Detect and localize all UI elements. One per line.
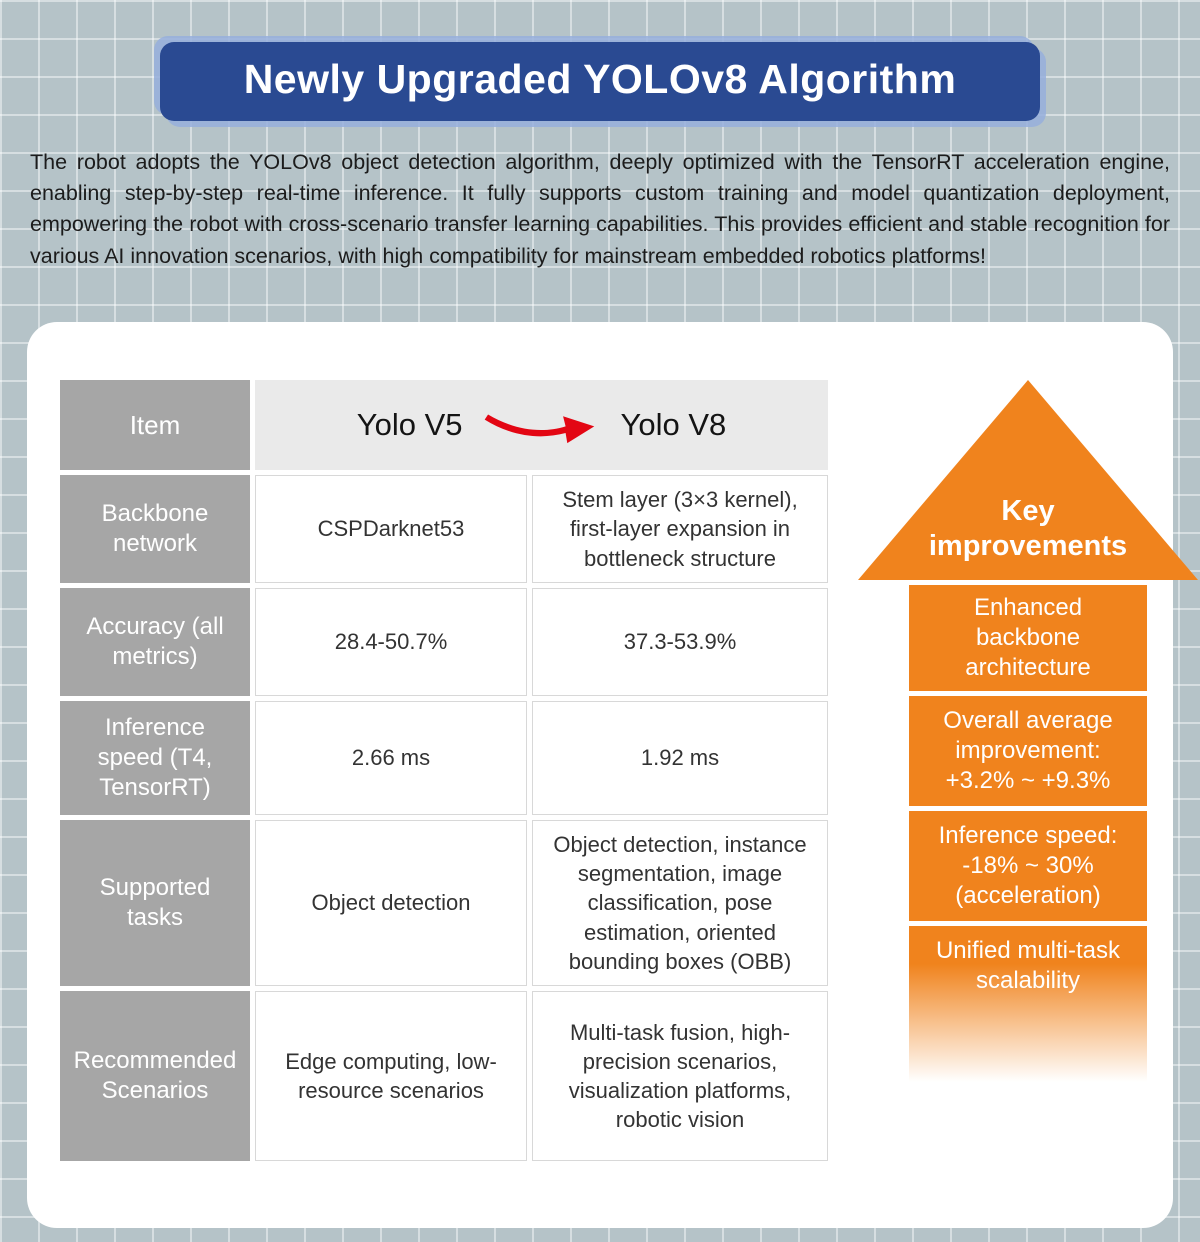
improvement-text: Inference speed: -18% ~ 30% (acceleratio… <box>938 822 1118 909</box>
arrow-head-icon: Key improvements <box>858 380 1198 580</box>
row-scenarios-v8: Multi-task fusion, high-precision scenar… <box>532 991 828 1161</box>
improvement-section-average: Overall average improvement: +3.2% ~ +9.… <box>909 696 1147 806</box>
improvement-section-multitask: Unified multi-task scalability <box>909 926 1147 1116</box>
comparison-table: Item Yolo V5 Yolo V8 Backbone network CS… <box>60 380 828 1161</box>
row-backbone-v5: CSPDarknet53 <box>255 475 527 583</box>
improvement-text: Overall average improvement: +3.2% ~ +9.… <box>943 707 1113 794</box>
table-header-item: Item <box>60 380 250 470</box>
upgrade-arrow-icon <box>484 414 594 444</box>
key-improvements-title: Key improvements <box>928 495 1128 563</box>
row-scenarios-v5: Edge computing, low-resource scenarios <box>255 991 527 1161</box>
row-inference-v8: 1.92 ms <box>532 701 828 815</box>
yolo-v5-header: Yolo V5 <box>356 407 463 442</box>
yolo-v8-header: Yolo V8 <box>620 407 727 442</box>
row-tasks-v5: Object detection <box>255 820 527 986</box>
key-improvements-arrow: Key improvements Enhanced backbone archi… <box>858 380 1198 1116</box>
intro-paragraph: The robot adopts the YOLOv8 object detec… <box>30 150 1170 268</box>
row-accuracy-v8: 37.3-53.9% <box>532 588 828 696</box>
improvement-section-speed: Inference speed: -18% ~ 30% (acceleratio… <box>909 811 1147 921</box>
row-accuracy-v5: 28.4-50.7% <box>255 588 527 696</box>
improvement-text: Unified multi-task scalability <box>935 937 1121 994</box>
title-banner: Newly Upgraded YOLOv8 Algorithm <box>160 42 1040 121</box>
infographic-page: Newly Upgraded YOLOv8 Algorithm The robo… <box>0 42 1200 1242</box>
improvement-section-backbone: Enhanced backbone architecture <box>909 585 1147 691</box>
page-title: Newly Upgraded YOLOv8 Algorithm <box>243 56 957 102</box>
row-label-inference-speed: Inference speed (T4, TensorRT) <box>60 701 250 815</box>
row-label-accuracy: Accuracy (all metrics) <box>60 588 250 696</box>
content-card: Item Yolo V5 Yolo V8 Backbone network CS… <box>27 322 1198 1228</box>
row-label-backbone: Backbone network <box>60 475 250 583</box>
table-header-versions: Yolo V5 Yolo V8 <box>255 380 828 470</box>
improvement-text: Enhanced backbone architecture <box>965 594 1091 681</box>
row-label-recommended-scenarios: Recommended Scenarios <box>60 991 250 1161</box>
row-inference-v5: 2.66 ms <box>255 701 527 815</box>
row-tasks-v8: Object detection, instance segmentation,… <box>532 820 828 986</box>
row-label-supported-tasks: Supported tasks <box>60 820 250 986</box>
row-backbone-v8: Stem layer (3×3 kernel), first-layer exp… <box>532 475 828 583</box>
